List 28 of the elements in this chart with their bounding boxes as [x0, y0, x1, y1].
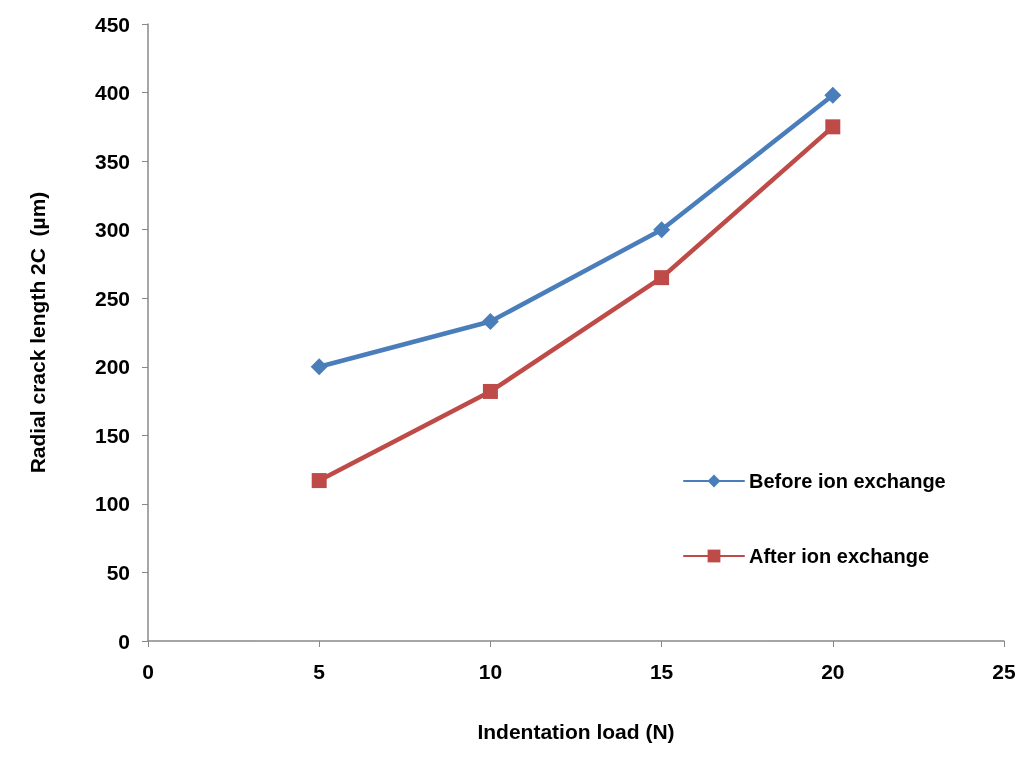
- y-tick-label: 150: [94, 423, 130, 447]
- point: [481, 313, 499, 331]
- legend-label: Before ion exchange: [749, 470, 946, 492]
- y-tick-label: 400: [94, 81, 130, 105]
- point: [824, 86, 842, 104]
- y-tick-label: 50: [106, 560, 130, 584]
- y-axis-title: Radial crack length 2C (µm): [26, 191, 49, 474]
- point: [311, 473, 327, 489]
- y-tick-label: 300: [94, 218, 130, 242]
- point: [654, 270, 670, 286]
- x-tick-label: 25: [992, 660, 1016, 683]
- point: [310, 358, 328, 376]
- point: [482, 383, 498, 399]
- x-tick-label: 0: [142, 660, 154, 683]
- y-tick-label: 250: [94, 286, 130, 310]
- x-tick-label: 20: [821, 660, 845, 683]
- x-tick-label: 5: [313, 660, 326, 683]
- y-tick-label: 450: [94, 12, 130, 36]
- y-tick-label: 200: [94, 355, 130, 379]
- y-tick-label: 0: [118, 629, 130, 653]
- legend-label: After ion exchange: [749, 545, 930, 567]
- point: [825, 119, 841, 135]
- point: [653, 221, 671, 239]
- x-tick-label: 10: [478, 660, 503, 683]
- x-axis-title: Indentation load (N): [477, 720, 675, 743]
- y-tick-label: 100: [94, 492, 130, 516]
- y-tick-label: 350: [94, 149, 130, 173]
- x-tick-label: 15: [649, 660, 674, 683]
